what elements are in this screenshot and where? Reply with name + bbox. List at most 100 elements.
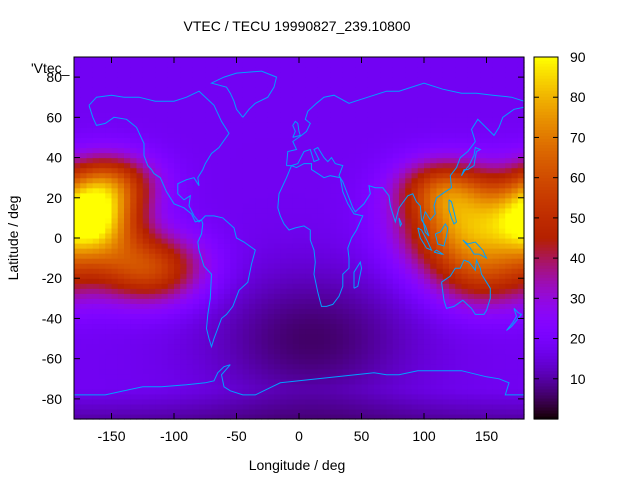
heatmap-cell (242, 323, 250, 330)
heatmap-cell (292, 248, 300, 254)
heatmap-cell (74, 298, 81, 304)
heatmap-cell (424, 142, 431, 149)
heatmap-cell (280, 303, 288, 309)
heatmap-cell (449, 323, 456, 330)
heatmap-cell (255, 313, 263, 320)
heatmap-cell (174, 192, 181, 199)
heatmap-cell (274, 298, 281, 304)
heatmap-cell (355, 72, 363, 78)
heatmap-cell (317, 167, 325, 174)
heatmap-cell (155, 343, 163, 350)
heatmap-cell (355, 408, 363, 415)
heatmap-cell (336, 273, 344, 279)
heatmap-cell (374, 368, 381, 375)
heatmap-cell (399, 142, 406, 149)
heatmap-cell (80, 107, 88, 113)
heatmap-cell (124, 87, 131, 93)
heatmap-cell (399, 187, 406, 194)
heatmap-cell (236, 248, 244, 254)
heatmap-cell (92, 197, 100, 204)
heatmap-cell (274, 222, 281, 229)
heatmap-cell (249, 393, 256, 400)
heatmap-cell (174, 217, 181, 224)
heatmap-cell (292, 398, 300, 405)
heatmap-cell (161, 258, 169, 264)
heatmap-cell (167, 273, 175, 279)
heatmap-cell (455, 112, 463, 118)
heatmap-cell (342, 77, 350, 83)
heatmap-cell (386, 117, 394, 123)
heatmap-cell (117, 122, 125, 128)
heatmap-cell (130, 67, 138, 73)
heatmap-cell (117, 383, 125, 390)
heatmap-cell (286, 288, 294, 294)
heatmap-cell (149, 72, 156, 78)
heatmap-cell (80, 157, 88, 164)
heatmap-cell (74, 278, 81, 284)
heatmap-cell (374, 363, 381, 370)
heatmap-cell (180, 298, 188, 304)
heatmap-cell (205, 313, 213, 320)
heatmap-cell (167, 157, 175, 164)
heatmap-cell (355, 137, 363, 144)
heatmap-cell (336, 403, 344, 410)
heatmap-cell (136, 268, 144, 274)
heatmap-cell (280, 167, 288, 174)
heatmap-cell (149, 283, 156, 289)
heatmap-cell (105, 207, 113, 214)
heatmap-cell (199, 107, 206, 113)
heatmap-cell (436, 157, 444, 164)
heatmap-cell (430, 97, 438, 103)
heatmap-cell (405, 82, 413, 88)
heatmap-cell (286, 268, 294, 274)
heatmap-cell (436, 248, 444, 254)
heatmap-cell (405, 373, 413, 380)
heatmap-cell (217, 353, 225, 360)
heatmap-cell (299, 137, 306, 144)
heatmap-cell (205, 77, 213, 83)
heatmap-cell (261, 202, 269, 209)
heatmap-cell (399, 182, 406, 189)
heatmap-cell (274, 243, 281, 249)
heatmap-cell (192, 57, 200, 63)
heatmap-cell (411, 348, 419, 355)
heatmap-cell (380, 263, 388, 269)
heatmap-cell (492, 258, 500, 264)
heatmap-cell (486, 57, 494, 63)
heatmap-cell (324, 313, 331, 320)
heatmap-cell (442, 308, 450, 315)
heatmap-cell (374, 343, 381, 350)
heatmap-cell (117, 72, 125, 78)
heatmap-cell (461, 288, 469, 294)
heatmap-cell (86, 222, 94, 229)
heatmap-cell (411, 238, 419, 244)
heatmap-cell (186, 263, 194, 269)
heatmap-cell (367, 62, 375, 68)
heatmap-cell (80, 202, 88, 209)
heatmap-cell (249, 102, 256, 108)
heatmap-cell (480, 288, 488, 294)
heatmap-cell (461, 313, 469, 320)
heatmap-cell (361, 162, 369, 169)
heatmap-cell (217, 243, 225, 249)
heatmap-cell (111, 383, 119, 390)
heatmap-cell (86, 398, 94, 405)
heatmap-cell (161, 413, 169, 420)
heatmap-cell (261, 132, 269, 139)
heatmap-cell (380, 172, 388, 179)
heatmap-cell (474, 62, 481, 68)
heatmap-cell (236, 303, 244, 309)
heatmap-cell (280, 122, 288, 128)
heatmap-cell (249, 197, 256, 204)
heatmap-cell (80, 333, 88, 340)
heatmap-cell (180, 142, 188, 149)
heatmap-cell (380, 77, 388, 83)
heatmap-cell (111, 157, 119, 164)
heatmap-cell (336, 127, 344, 134)
heatmap-cell (499, 368, 506, 375)
heatmap-cell (74, 253, 81, 259)
heatmap-cell (311, 197, 319, 204)
heatmap-cell (86, 92, 94, 98)
heatmap-cell (261, 107, 269, 113)
heatmap-cell (292, 273, 300, 279)
